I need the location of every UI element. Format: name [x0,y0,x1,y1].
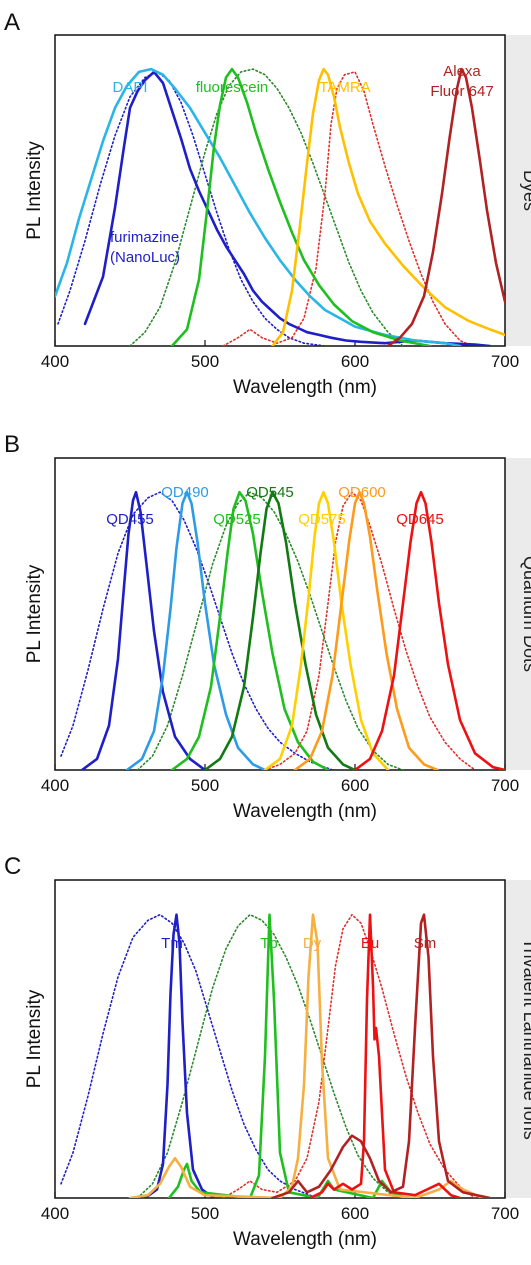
panel-b: B Quantum Dots PL Intensity 400 500 600 700 Wav… [4,431,531,822]
series-group [55,67,505,346]
absorption-line-dotted [57,71,326,346]
side-band [505,880,531,1198]
series-label-line: (NanoLuc) [110,249,180,266]
series-label: QD455 [106,511,154,528]
x-axis-label: Wavelength (nm) [233,801,377,822]
series-line-tamra [271,67,505,346]
absorption-line-dotted [264,491,476,770]
panel-letter: A [4,9,20,36]
x-tick-label: 700 [491,1204,519,1223]
series-line-qd575 [263,490,390,770]
series-line-dapi [55,67,462,346]
side-label: Dyes [520,170,531,211]
x-tick-label: 700 [491,352,519,371]
absorption-line-dotted [222,913,476,1198]
series-label: Tb [260,935,278,952]
series-label-line: Alexa [443,63,481,80]
panel-letter: C [4,853,21,880]
plot-frame [54,457,506,771]
series-group [60,490,505,770]
series-line-qd490 [125,490,267,770]
absorption-line-dotted [60,491,334,770]
x-tick-label: 600 [341,352,369,371]
x-tick-label: 700 [491,776,519,795]
series-label: QD575 [298,511,346,528]
x-tick-label: 500 [191,352,219,371]
series-group [60,913,492,1198]
x-tick-label: 600 [341,776,369,795]
absorption-line-dotted [60,913,319,1198]
series-label: DAPI [112,79,147,96]
series-label: fluorescein [196,79,269,96]
side-label: Trivalent Lanthanide Ions [520,938,531,1139]
series-label: Alexa Fluor 647 [430,63,493,100]
side-band [505,35,531,346]
x-tick-label: 400 [41,1204,69,1223]
series-line-qd455 [80,490,207,770]
series-line-sm [271,913,492,1198]
plot-frame [54,34,506,347]
series-label: QD600 [338,484,386,501]
x-tick-label: 500 [191,1204,219,1223]
side-band [505,458,531,770]
series-label: Dy [303,935,322,952]
x-tick-label: 500 [191,776,219,795]
series-label: QD545 [246,484,294,501]
absorption-line-dotted [136,913,404,1198]
series-line-alexa-fluor-647 [386,67,505,346]
x-axis-label: Wavelength (nm) [233,1229,377,1250]
series-label: QD645 [396,511,444,528]
y-axis-label: PL Intensity [24,564,45,663]
y-axis-label: PL Intensity [24,989,45,1088]
series-label: TAMRA [319,79,370,96]
series-label: Eu [361,935,379,952]
series-line-dy [128,913,484,1198]
series-line-furimazine-nanoluc [83,70,492,346]
panel-letter: B [4,431,20,458]
series-line-tm [143,913,216,1198]
series-line-tb [167,913,409,1198]
series-label: furimazine (NanoLuc) [110,229,180,266]
series-label-line: Fluor 647 [430,83,493,100]
series-label: Sm [414,935,437,952]
series-label: Tm [161,935,183,952]
series-line-qd600 [293,490,439,770]
y-axis-label: PL Intensity [24,141,45,240]
absorption-line-dotted [129,68,404,346]
absorption-line-dotted [222,71,473,346]
panel-a: A Dyes PL Intensity 400 500 600 700 Wavelength … [4,9,531,398]
series-line-qd645 [353,490,505,770]
x-tick-label: 600 [341,1204,369,1223]
absorption-line-dotted [136,491,404,770]
series-label: QD490 [161,484,209,501]
x-tick-label: 400 [41,352,69,371]
series-line-eu [308,913,462,1198]
series-line-fluorescein [170,67,432,346]
x-tick-label: 400 [41,776,69,795]
series-label-line: furimazine [110,229,179,246]
side-label: Quantum Dots [520,556,531,672]
panel-c: C Trivalent Lanthanide Ions PL Intensity 40… [4,853,531,1250]
x-axis-label: Wavelength (nm) [233,377,377,398]
series-label: QD525 [213,511,261,528]
